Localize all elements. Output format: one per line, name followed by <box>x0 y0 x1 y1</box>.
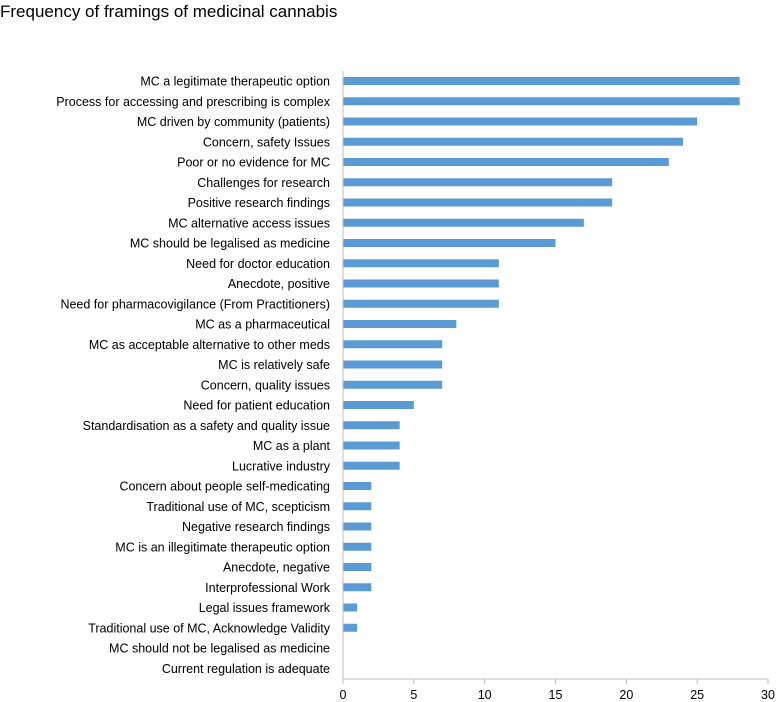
category-label: MC as acceptable alternative to other me… <box>89 338 330 352</box>
category-label: MC as a plant <box>253 439 331 453</box>
category-label: MC alternative access issues <box>168 216 330 230</box>
category-label: Concern, safety Issues <box>203 135 330 149</box>
bar <box>343 482 372 490</box>
category-label: Concern, quality issues <box>201 378 330 392</box>
x-tick-label: 25 <box>690 688 704 702</box>
bar <box>343 198 613 207</box>
bar <box>343 380 443 389</box>
category-labels-group: MC a legitimate therapeutic option Proces… <box>56 75 330 676</box>
bar <box>343 360 443 369</box>
bar <box>343 77 740 85</box>
x-tick-label: 0 <box>340 688 347 702</box>
category-label: Poor or no evidence for MC <box>177 156 330 170</box>
bar <box>343 117 698 126</box>
bar <box>343 542 372 551</box>
category-label: Lucrative industry <box>232 459 331 473</box>
x-tick-label: 20 <box>619 688 633 702</box>
bar <box>343 502 372 511</box>
category-label: MC is relatively safe <box>218 358 330 372</box>
x-axis: 0 5 10 15 20 25 30 <box>340 71 775 702</box>
bar <box>343 218 584 227</box>
category-label: MC should be legalised as medicine <box>130 237 330 251</box>
bar <box>343 583 372 592</box>
category-label: MC as a pharmaceutical <box>195 318 330 332</box>
bar <box>343 178 613 187</box>
category-label: Process for accessing and prescribing is… <box>56 95 330 109</box>
category-label: MC driven by community (patients) <box>137 115 330 129</box>
bar <box>343 603 358 612</box>
category-label: Anecdote, positive <box>228 277 330 291</box>
bar <box>343 97 740 106</box>
category-label: Concern about people self-medicating <box>119 480 330 494</box>
category-label: Interprofessional Work <box>205 581 331 595</box>
category-label: MC should not be legalised as medicine <box>109 642 330 656</box>
bar <box>343 623 358 632</box>
category-label: Challenges for research <box>197 176 330 190</box>
bar <box>343 137 683 146</box>
category-label: Need for patient education <box>183 399 330 413</box>
category-label: Current regulation is adequate <box>162 662 330 676</box>
category-label: Need for pharmacovigilance (From Practit… <box>60 297 330 311</box>
category-label: Anecdote, negative <box>223 561 330 575</box>
category-label: Positive research findings <box>188 196 330 210</box>
bar <box>343 239 556 247</box>
bar <box>343 299 499 308</box>
bar <box>343 320 457 328</box>
bar <box>343 401 414 409</box>
x-tick-label: 30 <box>761 688 775 702</box>
chart-title: Frequency of framings of medicinal canna… <box>0 2 338 21</box>
x-tick-label: 15 <box>549 688 563 702</box>
bar <box>343 279 499 288</box>
bar <box>343 340 443 349</box>
bar <box>343 563 372 571</box>
category-label: MC a legitimate therapeutic option <box>140 75 330 89</box>
category-label: MC is an illegitimate therapeutic option <box>115 540 330 554</box>
category-label: Need for doctor education <box>186 257 330 271</box>
bar <box>343 522 372 531</box>
bars-group <box>343 77 740 632</box>
x-tick-label: 5 <box>410 688 417 702</box>
bar <box>343 461 400 470</box>
category-label: Standardisation as a safety and quality … <box>83 419 330 433</box>
bar <box>343 421 400 430</box>
bar <box>343 158 669 166</box>
bar <box>343 441 400 450</box>
x-tick-label: 10 <box>478 688 492 702</box>
category-label: Traditional use of MC, scepticism <box>146 500 330 514</box>
category-label: Negative research findings <box>182 520 330 534</box>
category-label: Legal issues framework <box>199 601 331 615</box>
bar <box>343 259 499 268</box>
category-label: Traditional use of MC, Acknowledge Valid… <box>88 621 331 635</box>
